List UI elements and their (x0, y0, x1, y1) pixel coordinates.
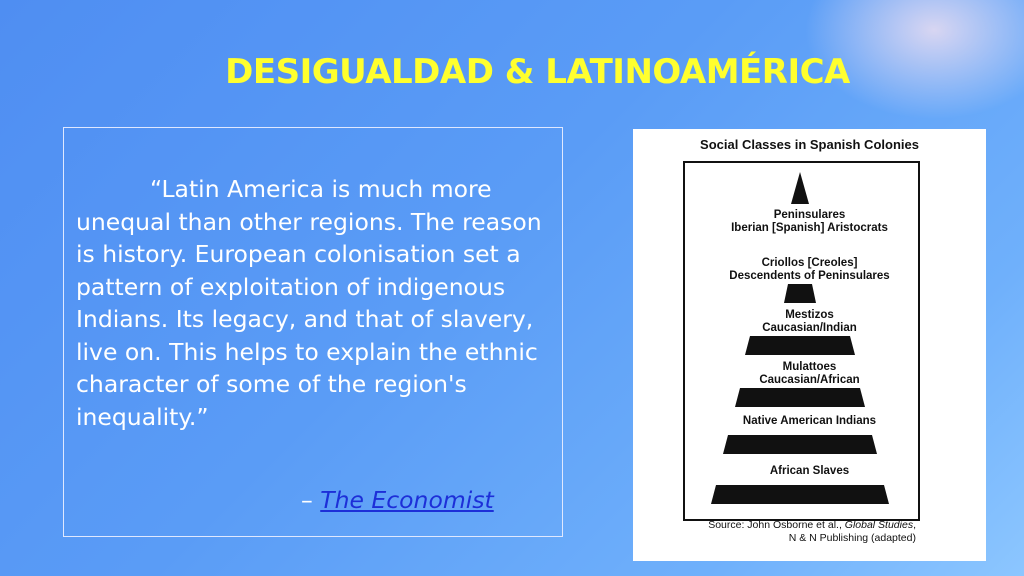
pyramid-band-4 (735, 388, 865, 407)
pyramid-band-6 (711, 485, 889, 504)
background-glow (804, 0, 1024, 120)
pyramid-apex (791, 172, 809, 204)
pyramid-graphic (711, 172, 889, 504)
level-native-american-indians: Native American Indians (742, 415, 877, 427)
level-peninsulares: Peninsulares Iberian [Spanish] Aristocrat… (731, 209, 888, 234)
level-criollos: Criollos [Creoles] Descendents of Peninsu… (729, 257, 890, 282)
quote-attribution: – The Economist (301, 486, 494, 514)
attribution-dash: – (301, 486, 321, 514)
slide-title: DESIGUALDAD & LATINOAMÉRICA (225, 52, 850, 92)
diagram-title: Social Classes in Spanish Colonies (700, 137, 919, 152)
the-economist-link[interactable]: The Economist (320, 486, 494, 514)
diagram-source: Source: John Osborne et al., Global Stud… (708, 519, 916, 544)
pyramid-band-5 (723, 435, 877, 454)
quote-text: “Latin America is much more unequal than… (76, 175, 542, 431)
pyramid-band-2 (784, 284, 816, 303)
diagram-frame (683, 161, 920, 521)
quote-box: “Latin America is much more unequal than… (63, 127, 563, 537)
pyramid-band-3 (745, 336, 855, 355)
level-mestizos: Mestizos Caucasian/Indian (762, 309, 857, 334)
quote-paragraph: “Latin America is much more unequal than… (76, 173, 561, 433)
level-african-slaves: African Slaves (769, 465, 850, 477)
level-mulattoes: Mulattoes Caucasian/African (759, 361, 860, 386)
social-classes-diagram: Social Classes in Spanish Colonies Penin… (633, 129, 986, 561)
